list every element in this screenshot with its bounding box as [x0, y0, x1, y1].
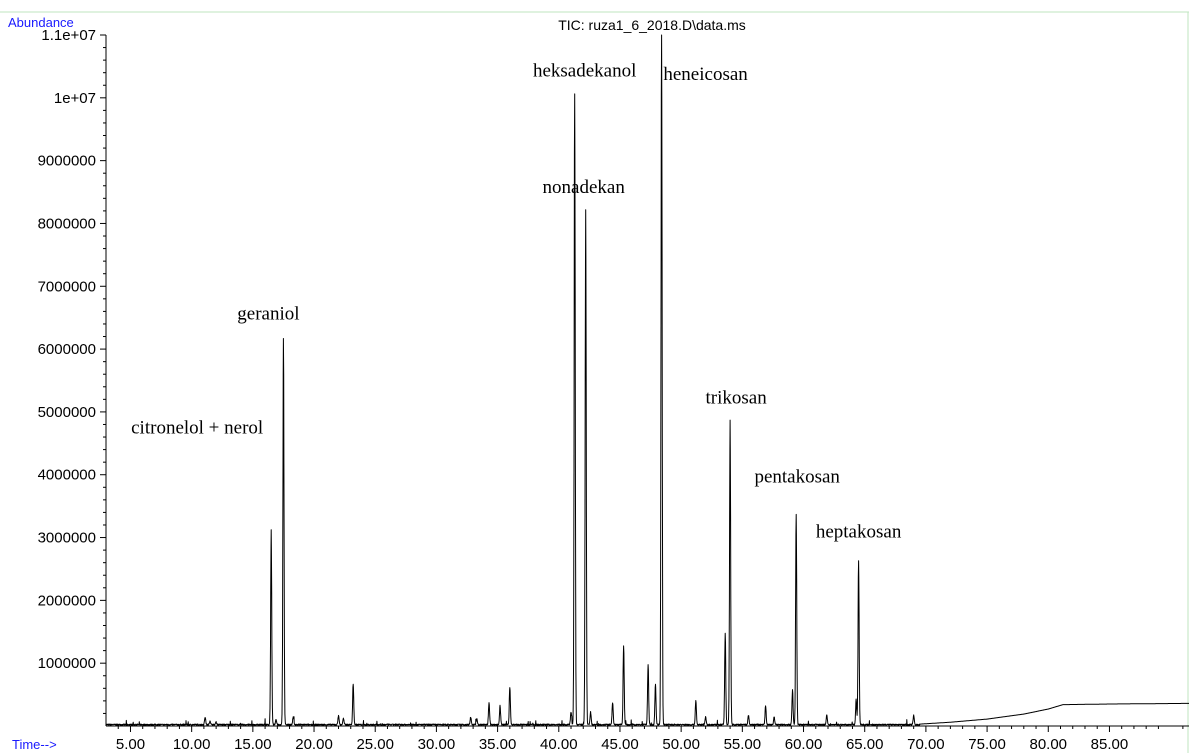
y-ticks: 1000000 2000000 3000000 4000000 5000000 60000…	[38, 27, 106, 672]
axes	[105, 35, 1189, 727]
y-axis-label: Abundance	[8, 15, 74, 30]
y-tick-label: 4000000	[38, 467, 96, 484]
peak-label: heneicosan	[663, 64, 748, 85]
x-ticks: 5.00 10.00 15.00 20.00 25.00 30.00 35.00 40.00 4…	[116, 726, 1128, 753]
y-tick-label: 1e+07	[54, 90, 96, 107]
chart-title: TIC: ruza1_6_2018.D\data.ms	[558, 17, 746, 33]
x-tick-label: 45.00	[601, 736, 639, 753]
x-tick-label: 60.00	[785, 736, 823, 753]
y-tick-label: 1000000	[38, 655, 96, 672]
y-tick-label: 1.1e+07	[41, 27, 96, 44]
peak-label: heptakosan	[816, 522, 902, 543]
x-tick-label: 65.00	[846, 736, 884, 753]
y-tick-label: 7000000	[38, 278, 96, 295]
y-minor-ticks	[103, 47, 106, 714]
x-tick-label: 30.00	[418, 736, 456, 753]
x-tick-label: 80.00	[1029, 736, 1067, 753]
x-minor-ticks	[117, 726, 1184, 729]
x-axis-label: Time-->	[12, 737, 57, 752]
x-tick-label: 85.00	[1091, 736, 1129, 753]
x-tick-label: 50.00	[662, 736, 700, 753]
x-tick-label: 40.00	[540, 736, 578, 753]
peak-annotations: citronelol + nerol geraniol heksadekanol no…	[131, 61, 902, 543]
y-tick-label: 8000000	[38, 215, 96, 232]
x-tick-label: 10.00	[173, 736, 211, 753]
peak-label: geraniol	[237, 304, 299, 325]
x-tick-label: 15.00	[234, 736, 272, 753]
y-tick-label: 3000000	[38, 530, 96, 547]
x-tick-label: 20.00	[295, 736, 333, 753]
y-tick-label: 2000000	[38, 592, 96, 609]
x-tick-label: 70.00	[907, 736, 945, 753]
y-tick-label: 9000000	[38, 153, 96, 170]
peak-label: nonadekan	[543, 177, 626, 198]
x-tick-label: 55.00	[724, 736, 762, 753]
x-tick-label: 75.00	[968, 736, 1006, 753]
peak-label: heksadekanol	[533, 61, 636, 82]
peak-label: pentakosan	[754, 467, 840, 488]
x-tick-label: 35.00	[479, 736, 517, 753]
peak-label: citronelol + nerol	[131, 417, 263, 438]
tic-trace	[105, 34, 1189, 726]
y-tick-label: 5000000	[38, 404, 96, 421]
peak-label: trikosan	[705, 387, 767, 408]
y-tick-label: 6000000	[38, 341, 96, 358]
x-tick-label: 25.00	[356, 736, 394, 753]
x-tick-label: 5.00	[116, 736, 145, 753]
